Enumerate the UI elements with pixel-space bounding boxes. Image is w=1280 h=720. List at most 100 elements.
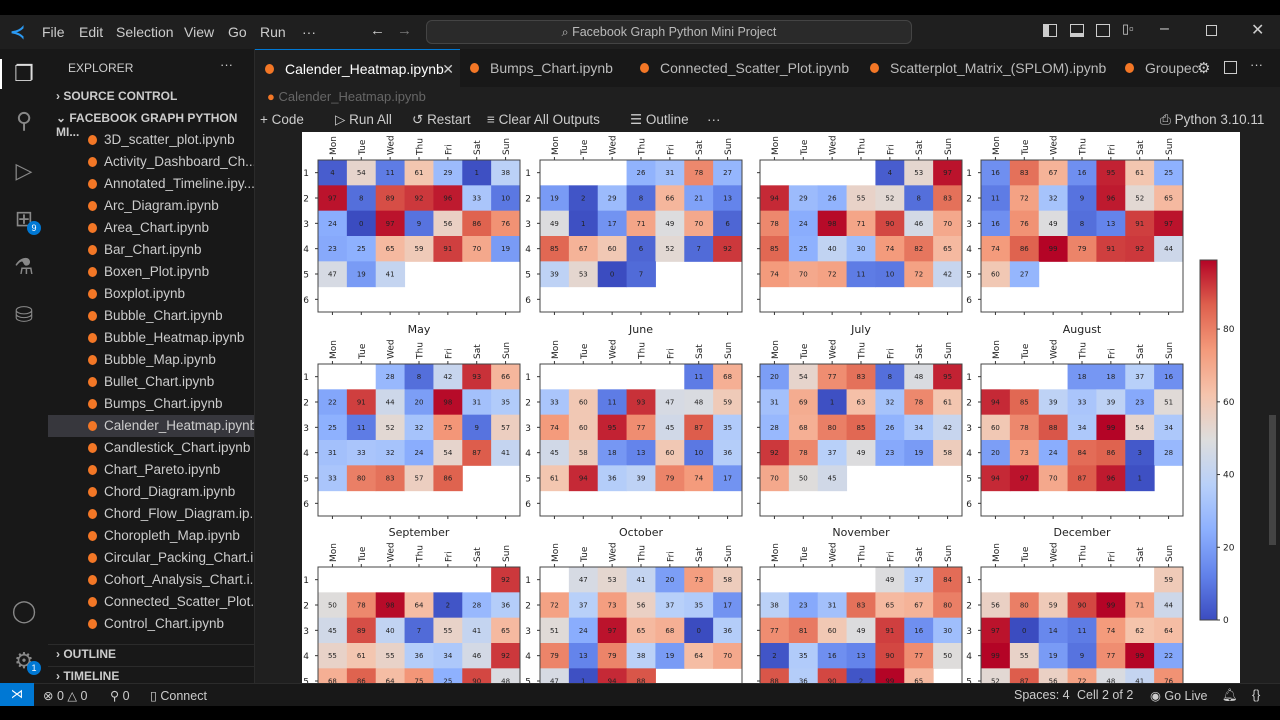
- heatmap-cell: [760, 210, 790, 237]
- heatmap-cell: [597, 617, 628, 644]
- file-item[interactable]: Bubble_Map.ipynb: [48, 349, 254, 371]
- command-center-search[interactable]: ⌕ Facebook Graph Python Mini Project: [426, 20, 912, 44]
- file-item[interactable]: Bar_Chart.ipynb: [48, 239, 254, 261]
- more-actions-button[interactable]: ···: [1250, 57, 1263, 72]
- file-item[interactable]: Chord_Flow_Diagram.ip...: [48, 503, 254, 525]
- file-item[interactable]: Chord_Diagram.ipynb: [48, 481, 254, 503]
- jupyter-notebook-icon: [88, 157, 97, 167]
- file-item[interactable]: Annotated_Timeline.ipy...: [48, 173, 254, 195]
- breadcrumb[interactable]: ● Calender_Heatmap.ipynb: [267, 89, 426, 104]
- forward-icon[interactable]: →: [397, 22, 412, 39]
- menu-edit[interactable]: Edit: [79, 24, 104, 40]
- file-item[interactable]: Candlestick_Chart.ipynb: [48, 437, 254, 459]
- file-item[interactable]: Connected_Scatter_Plot...: [48, 591, 254, 613]
- testing-icon[interactable]: ⚗: [14, 254, 34, 279]
- outline-section[interactable]: › OUTLINE: [48, 644, 254, 663]
- remote-icon[interactable]: ⋊: [0, 683, 34, 706]
- file-item[interactable]: Bubble_Chart.ipynb: [48, 305, 254, 327]
- heatmap-cell: [346, 440, 377, 466]
- tab-connected-scatter-plot-ipynb[interactable]: Connected_Scatter_Plot.ipynb: [630, 49, 860, 87]
- file-item[interactable]: 3D_scatter_plot.ipynb: [48, 129, 254, 151]
- file-item[interactable]: Bullet_Chart.ipynb: [48, 371, 254, 393]
- file-item[interactable]: Arc_Diagram.ipynb: [48, 195, 254, 217]
- explorer-icon[interactable]: ❐: [14, 61, 34, 86]
- toggle-panel-icon[interactable]: [1070, 24, 1084, 37]
- connect-button[interactable]: ▯ Connect: [150, 689, 207, 703]
- back-icon[interactable]: ←: [370, 22, 385, 39]
- gear-icon[interactable]: ⚙: [1197, 60, 1211, 77]
- problems-indicator[interactable]: ⊗ 0 △ 0: [43, 689, 88, 703]
- week-label: 3: [303, 220, 309, 230]
- menu-go[interactable]: Go: [228, 24, 247, 40]
- run-debug-icon[interactable]: ▷: [15, 158, 33, 183]
- close-window-button[interactable]: ✕: [1251, 22, 1265, 39]
- file-item[interactable]: Chart_Pareto.ipynb: [48, 459, 254, 481]
- cell-value-label: 36: [723, 449, 732, 457]
- indentation-indicator[interactable]: Spaces: 4: [1014, 688, 1070, 702]
- heatmap-cell: [375, 592, 406, 619]
- heatmap-cell: [1009, 414, 1040, 441]
- run-all-button[interactable]: ▷ Run All: [335, 112, 392, 128]
- month-heatmap: July 20 54 77 83 8 48 95 31 69 1 63 32 78 61 28 68 80 85 26…: [757, 323, 963, 519]
- cell-value-label: 46: [914, 220, 923, 228]
- cell-value-label: 36: [608, 475, 617, 483]
- kernel-picker[interactable]: ⎙ Python 3.10.11: [1160, 112, 1264, 128]
- tab-calender-heatmap-ipynb[interactable]: Calender_Heatmap.ipynb ✕: [255, 49, 460, 87]
- weekday-label: Fri: [886, 348, 896, 359]
- cell-value-label: 29: [608, 195, 617, 203]
- customize-layout-icon[interactable]: ▯▫: [1122, 21, 1134, 36]
- file-item[interactable]: Boxen_Plot.ipynb: [48, 261, 254, 283]
- heatmap-cell: [904, 210, 934, 237]
- close-tab-icon[interactable]: ✕: [442, 61, 454, 77]
- heatmap-cell: [846, 236, 876, 262]
- source-control-section[interactable]: › SOURCE CONTROL: [56, 89, 178, 103]
- file-item[interactable]: Bubble_Heatmap.ipynb: [48, 327, 254, 349]
- file-item[interactable]: Bumps_Chart.ipynb: [48, 393, 254, 415]
- ports-indicator[interactable]: ⚲ 0: [110, 689, 130, 703]
- menu-file[interactable]: File: [42, 24, 65, 40]
- clear-outputs-button[interactable]: ≡ Clear All Outputs: [487, 112, 600, 127]
- menu-view[interactable]: View: [184, 24, 215, 40]
- explorer-more-button[interactable]: ···: [220, 57, 233, 72]
- timeline-section[interactable]: › TIMELINE: [48, 666, 254, 685]
- file-item[interactable]: Area_Chart.ipynb: [48, 217, 254, 239]
- cell-value-label: 81: [799, 627, 808, 635]
- jupyter-notebook-icon: [88, 245, 97, 255]
- minimize-button[interactable]: –: [1160, 20, 1169, 37]
- menu-more[interactable]: ···: [302, 24, 316, 40]
- file-item[interactable]: Activity_Dashboard_Ch...: [48, 151, 254, 173]
- cell-indicator[interactable]: Cell 2 of 2: [1077, 688, 1134, 702]
- heatmap-cell: [1009, 668, 1040, 683]
- file-item[interactable]: Circular_Packing_Chart.i...: [48, 547, 254, 569]
- tab-groupec[interactable]: Groupec: [1115, 49, 1199, 87]
- database-icon[interactable]: ⛁: [14, 302, 34, 327]
- heatmap-cell: [491, 643, 521, 669]
- scrollbar-thumb[interactable]: [1269, 415, 1276, 545]
- notifications-bell-icon[interactable]: 🔔︎: [1222, 688, 1238, 702]
- file-item[interactable]: Cohort_Analysis_Chart.i...: [48, 569, 254, 591]
- file-item[interactable]: Calender_Heatmap.ipynb: [48, 415, 254, 437]
- weekday-label: Fri: [444, 144, 454, 155]
- menu-selection[interactable]: Selection: [116, 24, 174, 40]
- split-editor-icon[interactable]: [1224, 61, 1237, 74]
- add-code-button[interactable]: + Code: [260, 112, 304, 127]
- toggle-secondary-sidebar-icon[interactable]: [1096, 24, 1110, 37]
- file-item[interactable]: Choropleth_Map.ipynb: [48, 525, 254, 547]
- account-icon[interactable]: ◯: [11, 598, 37, 623]
- braces-icon[interactable]: {}: [1252, 688, 1261, 702]
- outline-button[interactable]: ☰ Outline: [630, 112, 689, 128]
- search-icon[interactable]: ⚲: [15, 108, 33, 133]
- tab-bumps-chart-ipynb[interactable]: Bumps_Chart.ipynb: [460, 49, 630, 87]
- restart-button[interactable]: ↺ Restart: [412, 112, 471, 128]
- project-folder-section[interactable]: ⌄ FACEBOOK GRAPH PYTHON MI...: [56, 111, 238, 139]
- weekday-label: Fri: [666, 348, 676, 359]
- restore-button[interactable]: [1206, 25, 1217, 36]
- file-item[interactable]: Boxplot.ipynb: [48, 283, 254, 305]
- file-item[interactable]: Control_Chart.ipynb: [48, 613, 254, 635]
- go-live-button[interactable]: ◉ Go Live: [1150, 689, 1208, 703]
- heatmap-cell: [462, 364, 492, 390]
- menu-run[interactable]: Run: [260, 24, 286, 40]
- toolbar-more-button[interactable]: ···: [707, 112, 721, 127]
- toggle-sidebar-icon[interactable]: [1043, 24, 1057, 37]
- tab-scatterplot-matrix-splom-ipynb[interactable]: Scatterplot_Matrix_(SPLOM).ipynb: [860, 49, 1115, 87]
